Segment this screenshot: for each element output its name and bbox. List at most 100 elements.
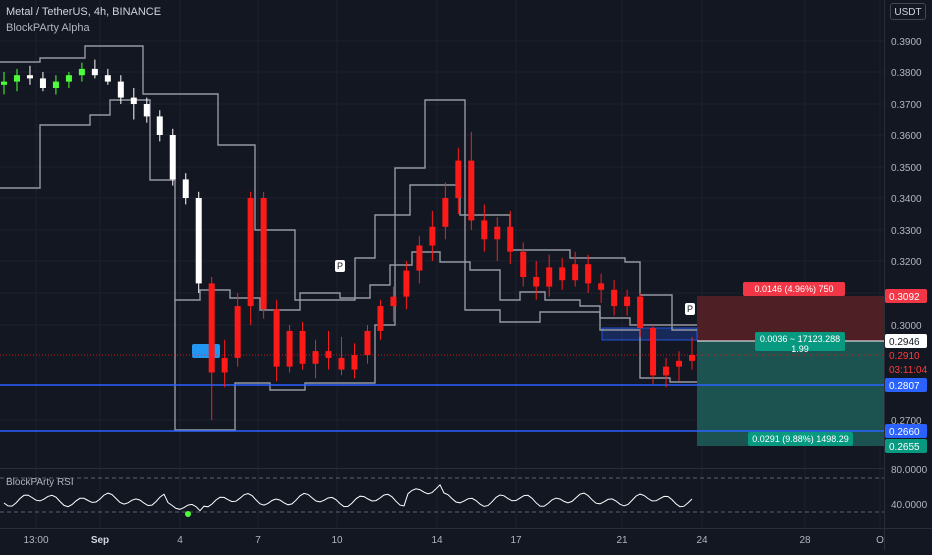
candle-body[interactable] <box>325 351 332 358</box>
candle-body[interactable] <box>299 330 306 364</box>
candle-body[interactable] <box>247 198 254 307</box>
candle-body[interactable] <box>286 330 293 367</box>
candle[interactable] <box>351 343 358 379</box>
symbol-title[interactable]: Metal / TetherUS, 4h, BINANCE <box>6 6 162 18</box>
take-profit-tag[interactable]: 0.0291 (9.88%) 1498.29 <box>748 432 853 446</box>
candle[interactable] <box>377 299 384 340</box>
price-axis-label[interactable]: 0.2910 <box>885 348 927 362</box>
candle-body[interactable] <box>377 306 384 331</box>
candle[interactable] <box>325 330 332 370</box>
candle-body[interactable] <box>52 81 59 88</box>
candle[interactable] <box>364 325 371 364</box>
rsi-pane-divider[interactable] <box>0 468 884 469</box>
candle-body[interactable] <box>91 68 98 76</box>
candle[interactable] <box>78 62 85 82</box>
candle[interactable] <box>286 325 293 373</box>
candle[interactable] <box>390 286 397 322</box>
candle[interactable] <box>208 277 215 420</box>
candle[interactable] <box>585 254 592 293</box>
candle-body[interactable] <box>598 283 605 290</box>
pattern-marker[interactable]: P <box>685 303 695 315</box>
candle-body[interactable] <box>429 226 436 246</box>
candle-body[interactable] <box>13 75 20 82</box>
candle[interactable] <box>416 236 423 284</box>
candle-body[interactable] <box>520 251 527 277</box>
candle-body[interactable] <box>663 366 670 376</box>
price-axis-label[interactable]: 0.2946 <box>885 334 927 348</box>
candle[interactable] <box>195 191 202 293</box>
price-axis-label[interactable]: 03:11:04 <box>885 362 928 376</box>
candle-body[interactable] <box>78 68 85 76</box>
price-axis-label[interactable]: 0.2660 <box>885 424 927 438</box>
candle-body[interactable] <box>351 355 358 370</box>
candle[interactable] <box>260 191 267 319</box>
candle-body[interactable] <box>689 355 695 361</box>
candle-body[interactable] <box>507 226 514 252</box>
candle-body[interactable] <box>143 104 150 117</box>
price-axis-label[interactable]: 0.2807 <box>885 378 927 392</box>
candle[interactable] <box>455 147 462 214</box>
candle[interactable] <box>507 210 514 265</box>
candle-body[interactable] <box>117 81 124 98</box>
candle-body[interactable] <box>650 327 657 376</box>
candle-body[interactable] <box>312 351 319 364</box>
candle[interactable] <box>52 75 59 95</box>
candle-body[interactable] <box>260 198 267 310</box>
candle-body[interactable] <box>624 296 631 307</box>
candle[interactable] <box>338 336 345 376</box>
candle[interactable] <box>598 273 605 303</box>
candle-body[interactable] <box>273 309 280 367</box>
candle[interactable] <box>117 75 124 104</box>
candle[interactable] <box>559 257 566 290</box>
candle[interactable] <box>572 251 579 287</box>
candle[interactable] <box>676 351 683 382</box>
candle[interactable] <box>247 191 254 325</box>
candle[interactable] <box>650 325 657 385</box>
candle-body[interactable] <box>611 289 618 307</box>
price-axis-label[interactable]: 0.3092 <box>885 289 927 303</box>
take-profit-zone[interactable] <box>697 341 884 446</box>
candle-body[interactable] <box>533 277 540 287</box>
candle[interactable] <box>637 293 644 337</box>
candle[interactable] <box>611 280 618 316</box>
candle-body[interactable] <box>221 357 228 373</box>
stop-loss-tag[interactable]: 0.0146 (4.96%) 750 <box>743 282 845 296</box>
candle-body[interactable] <box>104 75 111 82</box>
candle[interactable] <box>182 173 189 205</box>
candle-body[interactable] <box>195 198 202 284</box>
candle[interactable] <box>299 321 306 370</box>
candle-body[interactable] <box>585 264 592 284</box>
candle[interactable] <box>130 88 137 120</box>
rsi-line[interactable] <box>3 483 693 512</box>
candle-body[interactable] <box>559 267 566 281</box>
candle[interactable] <box>156 110 163 142</box>
candle[interactable] <box>481 204 488 252</box>
candle[interactable] <box>1 72 7 95</box>
candle[interactable] <box>312 339 319 379</box>
candle[interactable] <box>689 336 695 370</box>
candle-body[interactable] <box>156 116 163 135</box>
candle-body[interactable] <box>637 296 644 328</box>
candle-body[interactable] <box>572 264 579 281</box>
candle-body[interactable] <box>26 75 33 79</box>
candle[interactable] <box>533 261 540 300</box>
candle-body[interactable] <box>65 75 72 82</box>
candle-body[interactable] <box>403 270 410 297</box>
rsi-indicator-title[interactable]: BlockPArty RSI <box>6 477 74 488</box>
rsi-buy-dot[interactable] <box>185 511 191 517</box>
candle[interactable] <box>273 299 280 382</box>
order-block-box[interactable] <box>601 327 698 341</box>
candle-body[interactable] <box>481 220 488 240</box>
candle-body[interactable] <box>338 357 345 370</box>
candle-body[interactable] <box>182 179 189 198</box>
envelope-line-1[interactable] <box>0 45 697 331</box>
candle-body[interactable] <box>130 97 137 104</box>
candle-body[interactable] <box>494 226 501 240</box>
currency-button[interactable]: USDT <box>890 3 926 20</box>
candle[interactable] <box>442 182 449 240</box>
candle-body[interactable] <box>442 198 449 227</box>
candle[interactable] <box>403 261 410 310</box>
